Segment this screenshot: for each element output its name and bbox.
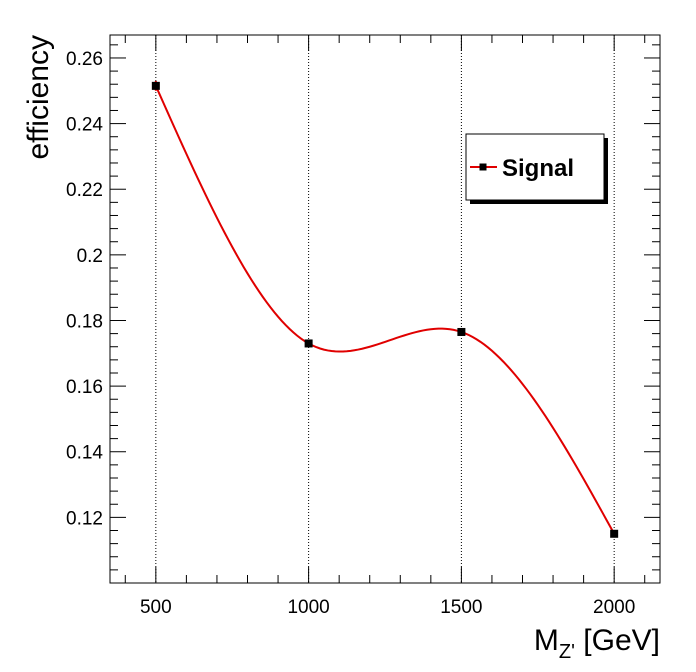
x-tick-label: 500 xyxy=(140,597,172,618)
x-grid xyxy=(155,35,615,583)
x-tick-label: 2000 xyxy=(593,597,635,618)
y-tick-label: 0.16 xyxy=(66,377,103,398)
y-tick-labels: 0.12 0.14 0.16 0.18 0.2 0.22 0.24 0.26 xyxy=(66,49,103,529)
y-axis-title: efficiency xyxy=(22,35,55,160)
legend-marker-sample xyxy=(479,163,487,171)
signal-point xyxy=(304,339,313,348)
x-tick-labels: 500 1000 1500 2000 xyxy=(140,597,635,618)
signal-series xyxy=(151,80,619,538)
signal-curve xyxy=(154,85,616,535)
x-axis-title-unit: [GeV] xyxy=(575,624,660,657)
y-tick-label: 0.18 xyxy=(66,311,103,332)
x-tick-label: 1000 xyxy=(287,597,329,618)
x-axis-title-subscript: Z' xyxy=(559,641,575,663)
signal-point xyxy=(151,81,160,90)
y-tick-label: 0.26 xyxy=(66,49,103,70)
x-tick-label: 1500 xyxy=(440,597,482,618)
plot-frame xyxy=(109,34,661,584)
legend-label: Signal xyxy=(502,155,574,182)
y-tick-label: 0.12 xyxy=(66,508,103,529)
x-axis-title-main: M xyxy=(534,624,559,657)
y-tick-label: 0.24 xyxy=(66,115,103,136)
signal-point xyxy=(457,327,466,336)
legend: Signal xyxy=(465,133,608,204)
signal-point xyxy=(610,529,619,538)
x-axis-title: MZ' [GeV] xyxy=(534,624,660,663)
y-tick-label: 0.14 xyxy=(66,443,103,464)
y-tick-label: 0.2 xyxy=(77,246,103,267)
y-tick-label: 0.22 xyxy=(66,180,103,201)
axis-ticks xyxy=(110,35,660,583)
